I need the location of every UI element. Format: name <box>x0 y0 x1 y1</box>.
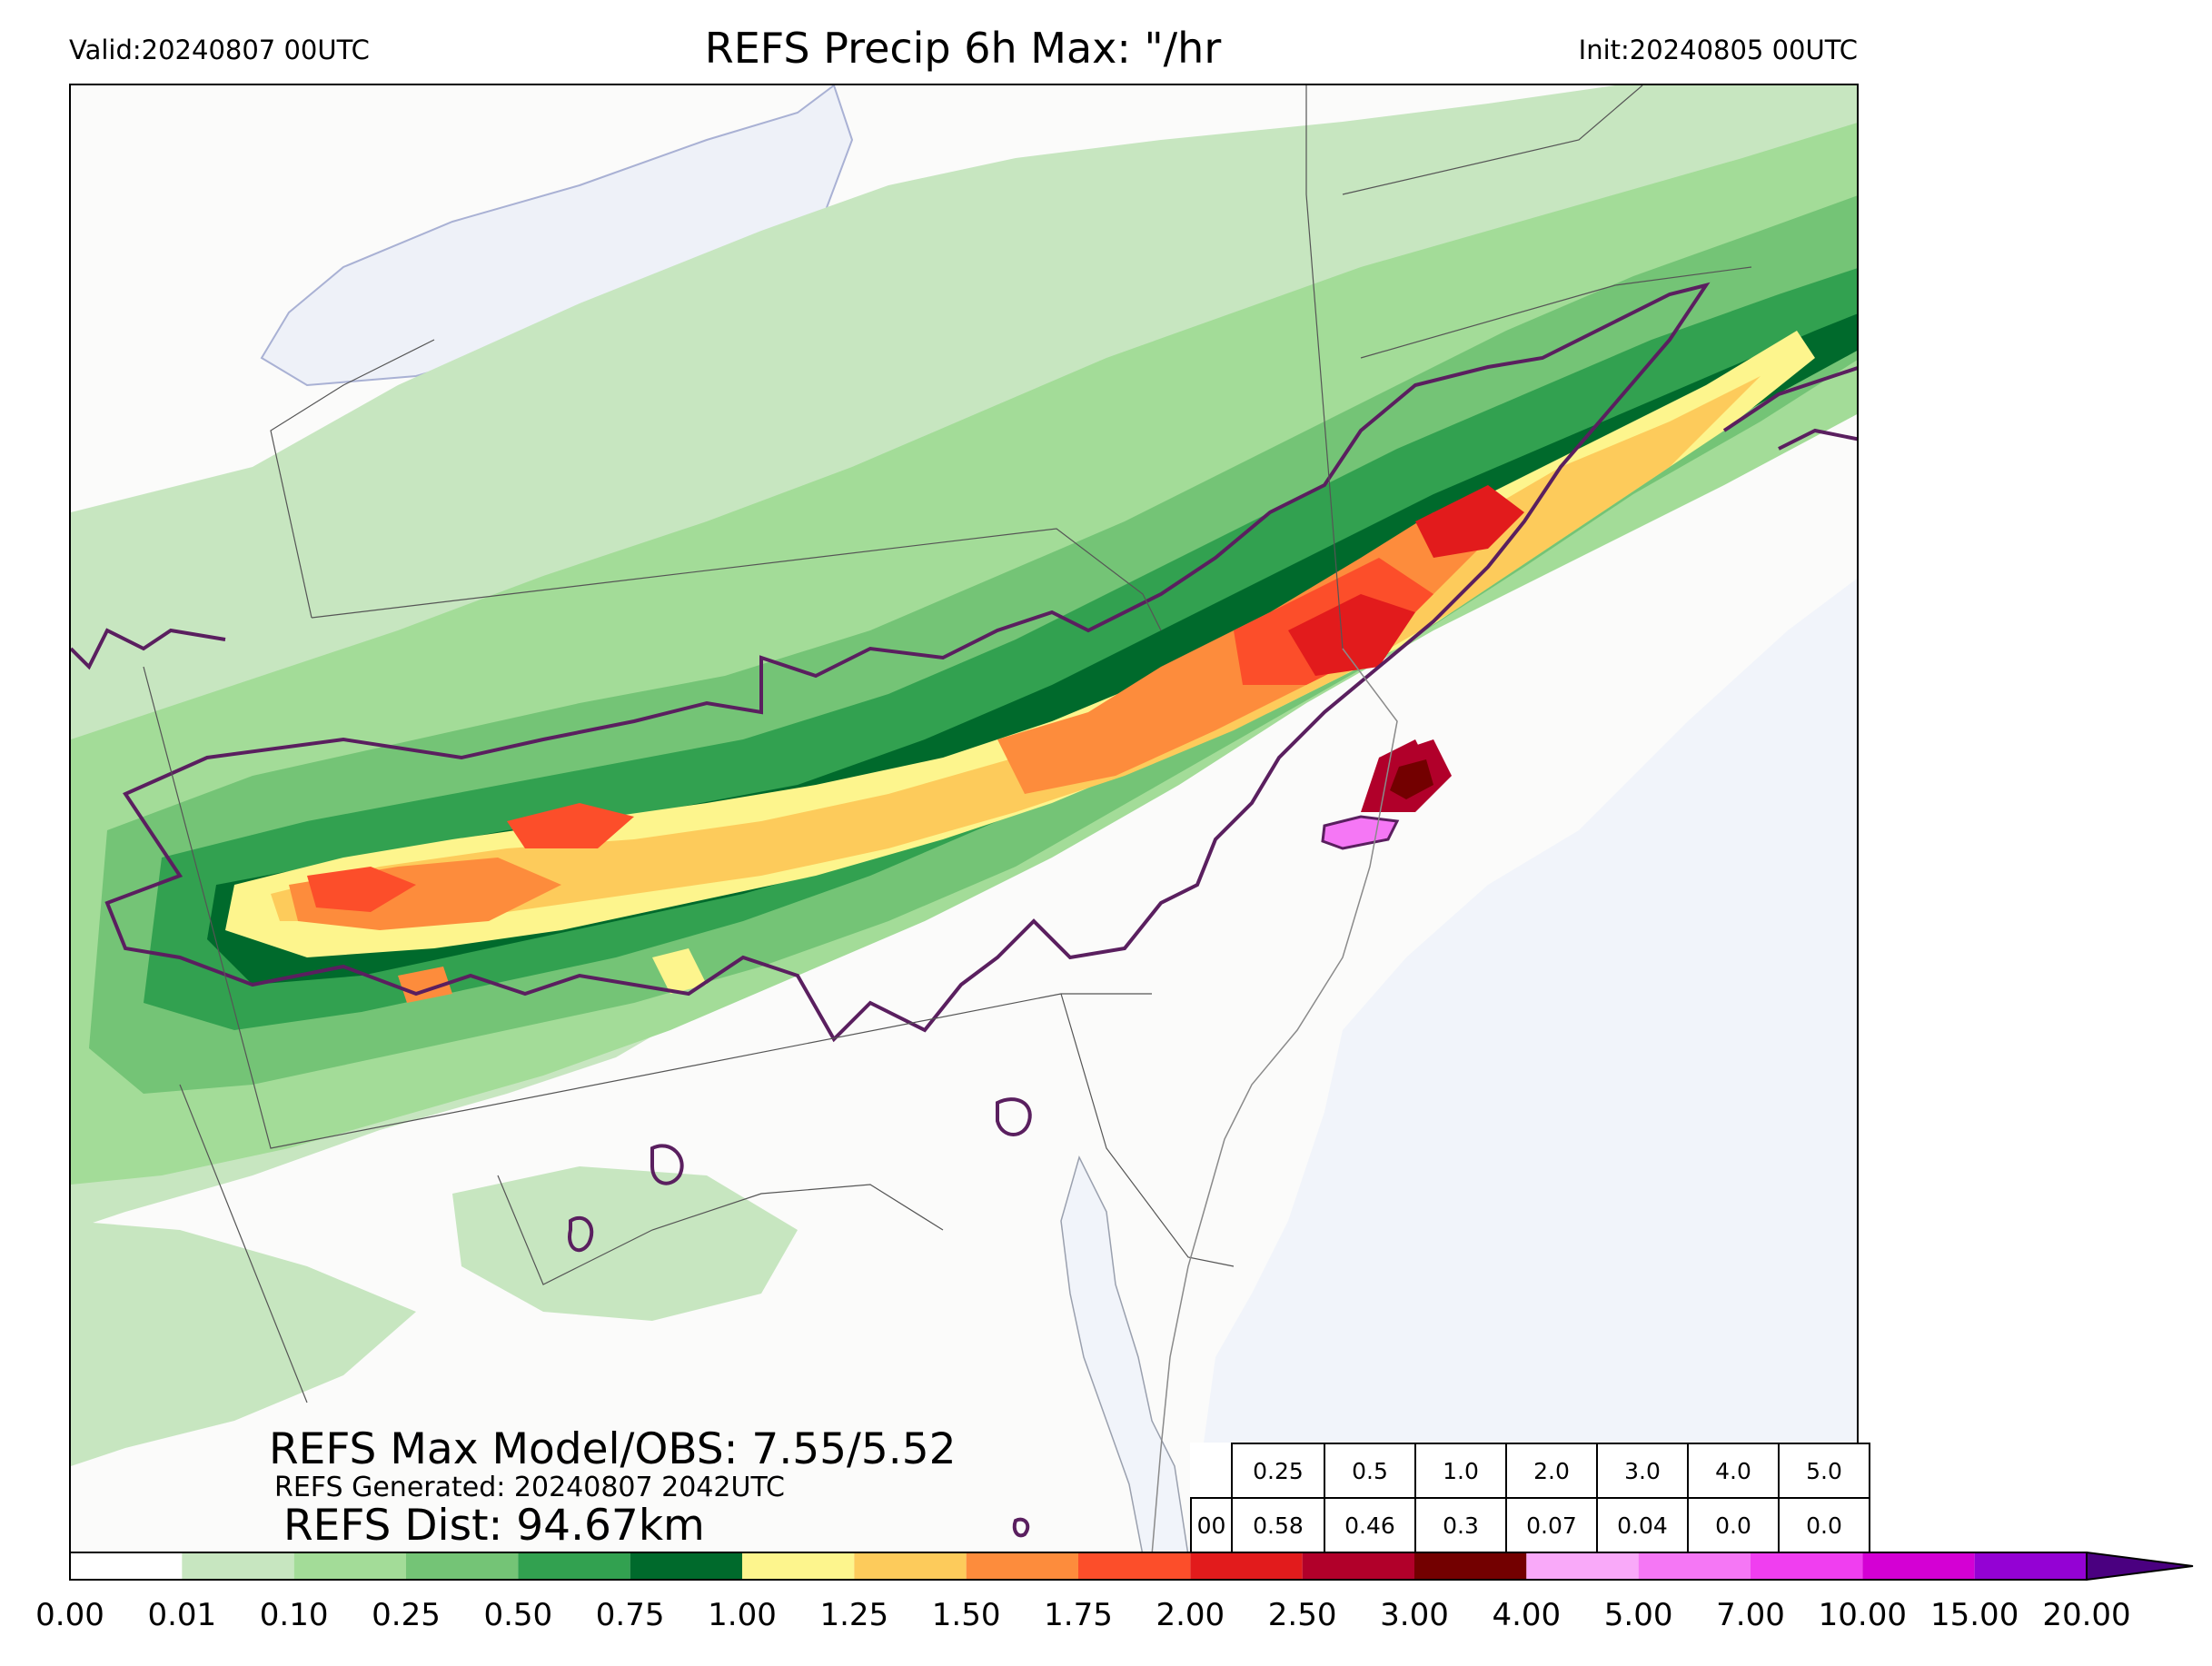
political-borders <box>143 85 1752 1403</box>
value-cell: 0.07 <box>1505 1497 1598 1553</box>
coastline <box>1151 648 1398 1552</box>
colorbar-tick-label: 0.01 <box>147 1597 217 1633</box>
generated-text: REFS Generated: 20240807 2042UTC <box>274 1472 785 1503</box>
value-cell: 0.0 <box>1778 1497 1870 1553</box>
colorbar-segment <box>1862 1552 1975 1580</box>
colorbar-frame <box>69 1552 2088 1581</box>
colorbar-segment <box>1638 1552 1751 1580</box>
valid-time: Valid:20240807 00UTC <box>69 35 370 65</box>
colorbar <box>69 1552 2194 1582</box>
distance-text: REFS Dist: 94.67km <box>283 1501 705 1551</box>
colorbar-tick-label: 4.00 <box>1492 1597 1562 1633</box>
threshold-row: 0.25 0.5 1.0 2.0 3.0 4.0 5.0 <box>1191 1443 1870 1499</box>
empty-corner-cell <box>1191 1443 1232 1498</box>
threshold-cell: 2.0 <box>1505 1443 1598 1499</box>
row-label-cell: 00 <box>1190 1497 1233 1553</box>
value-cell: 0.58 <box>1231 1497 1325 1553</box>
max-model-obs-text: REFS Max Model/OBS: 7.55/5.52 <box>269 1424 957 1474</box>
atlantic-ocean <box>1188 579 1857 1552</box>
probability-contours <box>71 282 1857 1538</box>
colorbar-tick-label: 0.50 <box>483 1597 553 1633</box>
colorbar-segment <box>1526 1552 1639 1580</box>
precip-heavy-core <box>225 331 1815 1003</box>
colorbar-tick-label: 0.00 <box>35 1597 104 1633</box>
colorbar-tick-label: 5.00 <box>1603 1597 1673 1633</box>
colorbar-segment <box>1302 1552 1414 1580</box>
colorbar-tick-label: 0.10 <box>259 1597 329 1633</box>
colorbar-tick-label: 2.00 <box>1156 1597 1225 1633</box>
colorbar-segment <box>70 1552 183 1580</box>
colorbar-tick-label: 1.00 <box>708 1597 777 1633</box>
colorbar-tick-label: 1.25 <box>819 1597 889 1633</box>
colorbar-segment <box>406 1552 519 1580</box>
value-row: 00 0.58 0.46 0.3 0.07 0.04 0.0 0.0 <box>1190 1497 1870 1553</box>
colorbar-tick-label: 15.00 <box>1929 1597 2019 1633</box>
colorbar-tick-label: 0.75 <box>595 1597 665 1633</box>
colorbar-tick-label: 1.75 <box>1044 1597 1113 1633</box>
chesapeake-bay <box>1060 1155 1189 1552</box>
threshold-cell: 5.0 <box>1778 1443 1870 1499</box>
value-cell: 0.04 <box>1596 1497 1689 1553</box>
colorbar-segment <box>1190 1552 1303 1580</box>
colorbar-segment <box>182 1552 294 1580</box>
probability-table: 0.25 0.5 1.0 2.0 3.0 4.0 5.0 00 0.58 0.4… <box>1190 1443 1870 1553</box>
threshold-cell: 0.25 <box>1231 1443 1325 1499</box>
lake-ontario <box>260 85 854 387</box>
precip-map-svg <box>71 85 1857 1552</box>
map-title: REFS Precip 6h Max: "/hr <box>704 24 1222 73</box>
value-cell: 0.3 <box>1414 1497 1507 1553</box>
value-cell: 0.0 <box>1687 1497 1780 1553</box>
colorbar-segment <box>1078 1552 1191 1580</box>
threshold-cell: 0.5 <box>1324 1443 1416 1499</box>
colorbar-tick-label: 2.50 <box>1267 1597 1337 1633</box>
colorbar-tick-label: 3.00 <box>1380 1597 1449 1633</box>
init-time: Init:20240805 00UTC <box>1578 35 1858 65</box>
threshold-cell: 4.0 <box>1687 1443 1780 1499</box>
colorbar-segment <box>630 1552 742 1580</box>
colorbar-segment <box>966 1552 1078 1580</box>
threshold-cell: 3.0 <box>1596 1443 1689 1499</box>
colorbar-segment <box>1751 1552 1863 1580</box>
colorbar-segment <box>742 1552 855 1580</box>
precip-map <box>69 84 1859 1553</box>
value-cell: 0.46 <box>1324 1497 1416 1553</box>
colorbar-tick-label: 7.00 <box>1716 1597 1785 1633</box>
colorbar-segment <box>518 1552 630 1580</box>
colorbar-tick-label: 10.00 <box>1818 1597 1907 1633</box>
colorbar-segment <box>854 1552 967 1580</box>
colorbar-tick-label: 0.25 <box>372 1597 441 1633</box>
colorbar-segment <box>1974 1552 2087 1580</box>
colorbar-segment <box>293 1552 406 1580</box>
colorbar-tick-label: 20.00 <box>2042 1597 2131 1633</box>
colorbar-segment <box>1414 1552 1527 1580</box>
colorbar-tick-label: 1.50 <box>931 1597 1001 1633</box>
colorbar-extend-arrow <box>2086 1552 2194 1582</box>
threshold-cell: 1.0 <box>1414 1443 1507 1499</box>
